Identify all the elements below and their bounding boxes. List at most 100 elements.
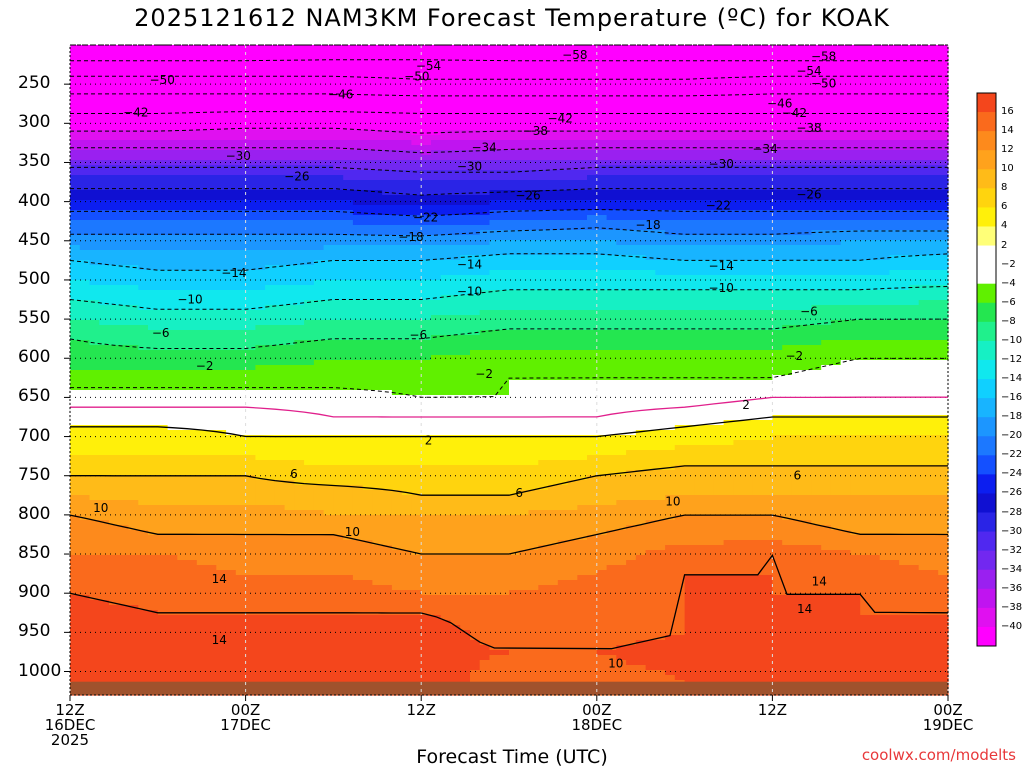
field-cell bbox=[313, 70, 325, 76]
field-cell bbox=[665, 235, 676, 241]
field-cell bbox=[606, 120, 617, 126]
field-cell bbox=[187, 115, 198, 121]
field-cell bbox=[294, 275, 305, 281]
field-cell bbox=[216, 285, 227, 291]
field-cell bbox=[665, 220, 676, 226]
field-cell bbox=[870, 290, 881, 296]
field-cell bbox=[70, 130, 81, 136]
field-cell bbox=[723, 315, 734, 321]
field-cell bbox=[567, 75, 578, 81]
field-cell bbox=[938, 255, 949, 261]
field-cell bbox=[226, 125, 237, 131]
field-cell bbox=[177, 245, 188, 251]
field-cell bbox=[70, 175, 81, 181]
field-cell bbox=[343, 300, 354, 306]
field-cell bbox=[274, 205, 286, 211]
field-cell bbox=[372, 260, 383, 266]
field-cell bbox=[89, 190, 100, 196]
field-cell bbox=[206, 65, 217, 71]
field-cell bbox=[109, 285, 120, 291]
field-cell bbox=[479, 175, 491, 181]
field-cell bbox=[938, 115, 949, 121]
field-cell bbox=[830, 195, 842, 201]
field-cell bbox=[343, 250, 354, 256]
field-cell bbox=[391, 265, 403, 271]
field-cell bbox=[460, 195, 471, 201]
field-cell bbox=[235, 85, 247, 91]
field-cell bbox=[128, 155, 139, 161]
field-cell bbox=[255, 120, 266, 126]
field-cell bbox=[479, 250, 491, 256]
field-cell bbox=[421, 105, 432, 111]
field-cell bbox=[138, 220, 149, 226]
field-cell bbox=[470, 285, 481, 291]
field-cell bbox=[304, 215, 315, 221]
field-cell bbox=[167, 305, 178, 311]
field-cell bbox=[196, 90, 208, 96]
field-cell bbox=[635, 125, 647, 131]
field-cell bbox=[626, 230, 637, 236]
field-cell bbox=[655, 65, 666, 71]
field-cell bbox=[674, 255, 686, 261]
field-cell bbox=[606, 155, 617, 161]
field-cell bbox=[79, 195, 91, 201]
field-cell bbox=[821, 180, 832, 186]
field-cell bbox=[791, 200, 803, 206]
field-cell bbox=[889, 295, 900, 301]
field-cell bbox=[333, 120, 344, 126]
field-cell bbox=[938, 205, 949, 211]
field-cell bbox=[206, 155, 217, 161]
field-cell bbox=[889, 95, 900, 101]
field-cell bbox=[79, 215, 91, 221]
field-cell bbox=[226, 90, 237, 96]
field-cell bbox=[811, 210, 822, 216]
field-cell bbox=[567, 205, 578, 211]
field-cell bbox=[450, 300, 461, 306]
field-cell bbox=[626, 90, 637, 96]
field-cell bbox=[821, 240, 832, 246]
field-cell bbox=[313, 200, 325, 206]
field-cell bbox=[772, 275, 783, 281]
field-cell bbox=[596, 285, 608, 291]
field-cell bbox=[616, 210, 627, 216]
field-cell bbox=[557, 260, 569, 266]
field-cell bbox=[177, 210, 188, 216]
field-cell bbox=[460, 90, 471, 96]
field-cell bbox=[391, 235, 403, 241]
field-cell bbox=[821, 80, 832, 86]
field-cell bbox=[294, 50, 305, 56]
field-cell bbox=[499, 215, 510, 221]
field-cell bbox=[762, 260, 773, 266]
field-cell bbox=[811, 280, 822, 286]
field-cell bbox=[382, 305, 393, 311]
field-cell bbox=[587, 245, 598, 251]
field-cell bbox=[401, 115, 413, 121]
field-cell bbox=[333, 230, 344, 236]
field-cell bbox=[791, 295, 803, 301]
field-cell bbox=[850, 240, 861, 246]
field-cell bbox=[567, 160, 578, 166]
field-cell bbox=[177, 130, 188, 136]
field-cell bbox=[635, 240, 647, 246]
field-cell bbox=[528, 225, 539, 231]
field-cell bbox=[635, 310, 647, 316]
field-cell bbox=[645, 170, 656, 176]
field-cell bbox=[362, 275, 374, 281]
field-cell bbox=[626, 70, 637, 76]
field-cell bbox=[411, 135, 422, 141]
field-cell bbox=[616, 255, 627, 261]
field-cell bbox=[694, 50, 705, 56]
field-cell bbox=[226, 45, 237, 51]
field-cell bbox=[889, 80, 900, 86]
field-cell bbox=[509, 210, 520, 216]
field-cell bbox=[879, 55, 891, 61]
field-cell bbox=[391, 285, 403, 291]
field-cell bbox=[79, 225, 91, 231]
field-cell bbox=[226, 270, 237, 276]
field-cell bbox=[460, 135, 471, 141]
field-cell bbox=[635, 60, 647, 66]
field-cell bbox=[752, 45, 764, 51]
field-cell bbox=[352, 215, 364, 221]
field-cell bbox=[99, 145, 110, 151]
field-cell bbox=[548, 55, 559, 61]
